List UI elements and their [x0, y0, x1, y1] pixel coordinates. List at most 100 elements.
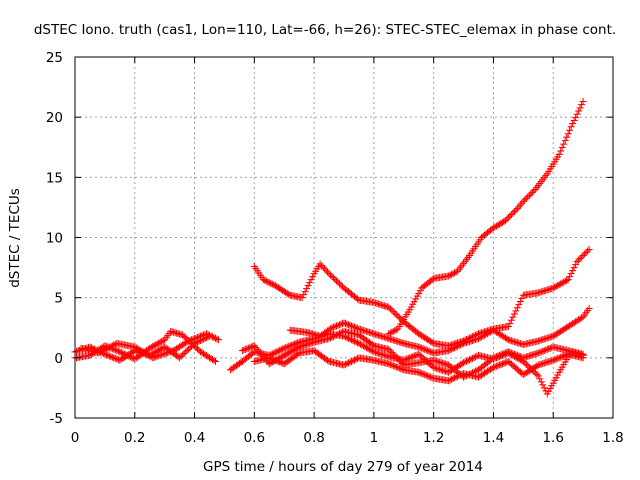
data-point-marker	[544, 346, 551, 353]
data-point-marker	[306, 279, 313, 286]
y-axis-label: dSTEC / TECUs	[7, 188, 23, 288]
data-point-marker	[539, 381, 546, 388]
chart-title: dSTEC Iono. truth (cas1, Lon=110, Lat=-6…	[34, 22, 616, 38]
data-point-marker	[242, 346, 249, 353]
data-point-marker	[309, 273, 316, 280]
x-tick-label: 1.6	[542, 430, 563, 446]
data-point-marker	[506, 320, 513, 327]
x-tick-label: 1.2	[423, 430, 444, 446]
data-point-marker	[514, 304, 521, 311]
data-point-marker	[563, 134, 570, 141]
data-point-marker	[505, 214, 512, 221]
data-point-marker	[161, 350, 168, 357]
data-point-marker	[572, 114, 579, 121]
data-point-marker	[424, 347, 431, 354]
x-tick-label: 0.4	[184, 430, 205, 446]
data-point-marker	[421, 346, 428, 353]
data-point-marker	[345, 321, 352, 328]
data-point-marker	[390, 362, 397, 369]
data-point-marker	[418, 345, 425, 352]
data-point-marker	[417, 369, 424, 376]
data-point-marker	[562, 352, 569, 359]
data-point-marker	[302, 288, 309, 295]
data-point-marker	[336, 321, 343, 328]
data-point-marker	[509, 314, 516, 321]
data-point-marker	[536, 349, 543, 356]
data-point-marker	[560, 353, 567, 360]
data-point-marker	[424, 372, 431, 379]
data-point-marker	[320, 264, 327, 271]
data-point-marker	[577, 104, 584, 111]
data-point-marker	[385, 360, 392, 367]
data-point-marker	[346, 322, 353, 329]
data-point-marker	[112, 355, 119, 362]
data-point-marker	[110, 354, 117, 361]
data-point-marker	[554, 355, 561, 362]
data-markers	[72, 98, 593, 397]
data-point-marker	[559, 144, 566, 151]
x-tick-label: 0	[71, 430, 80, 446]
data-point-marker	[523, 195, 530, 202]
data-point-marker	[527, 190, 534, 197]
data-point-marker	[505, 323, 512, 330]
x-tick-label: 1.4	[483, 430, 504, 446]
data-point-marker	[583, 249, 590, 256]
data-point-marker	[515, 301, 522, 308]
x-axis-label: GPS time / hours of day 279 of year 2014	[203, 459, 483, 475]
y-tick-label: 25	[46, 50, 63, 66]
data-point-marker	[557, 354, 564, 361]
data-point-marker	[417, 344, 424, 351]
data-point-marker	[429, 374, 436, 381]
data-point-marker	[565, 130, 572, 137]
data-point-marker	[511, 208, 518, 215]
data-point-marker	[418, 370, 425, 377]
data-point-marker	[321, 265, 328, 272]
data-point-marker	[518, 295, 525, 302]
data-point-marker	[517, 298, 524, 305]
axis-ticks: 0 0.2 0.4 0.6 0.8 1 1.2 1.4 1.6 1.8-50510152025	[46, 50, 624, 446]
data-point-marker	[243, 345, 250, 352]
data-point-marker	[323, 267, 330, 274]
data-point-marker	[574, 258, 581, 265]
data-point-marker	[409, 353, 416, 360]
data-point-marker	[571, 264, 578, 271]
data-point-marker	[508, 317, 515, 324]
data-point-marker	[391, 363, 398, 370]
data-point-marker	[299, 294, 306, 301]
data-point-marker	[257, 350, 264, 357]
data-point-marker	[511, 311, 518, 318]
data-point-marker	[499, 360, 506, 367]
y-tick-label: -5	[50, 411, 63, 427]
data-point-marker	[497, 361, 504, 368]
data-point-marker	[399, 366, 406, 373]
data-point-marker	[415, 369, 422, 376]
y-tick-label: 15	[46, 170, 63, 186]
x-tick-label: 0.8	[303, 430, 324, 446]
data-point-marker	[524, 193, 531, 200]
data-point-marker	[420, 371, 427, 378]
data-point-marker	[385, 346, 392, 353]
data-point-marker	[529, 189, 536, 196]
data-point-marker	[508, 211, 515, 218]
data-point-marker	[349, 323, 356, 330]
data-point-marker	[245, 345, 252, 352]
data-point-marker	[284, 344, 291, 351]
series-arc-rising	[385, 98, 586, 337]
data-point-marker	[541, 347, 548, 354]
data-point-marker	[387, 361, 394, 368]
data-point-marker	[342, 320, 349, 327]
data-point-marker	[491, 354, 498, 361]
data-point-marker	[415, 344, 422, 351]
data-point-marker	[577, 255, 584, 262]
x-tick-label: 1.8	[602, 430, 623, 446]
data-point-marker	[423, 372, 430, 379]
data-point-marker	[496, 362, 503, 369]
data-point-marker	[252, 344, 259, 351]
y-tick-label: 0	[54, 351, 63, 367]
data-point-marker	[520, 198, 527, 205]
data-point-marker	[341, 319, 348, 326]
data-point-marker	[166, 349, 173, 356]
data-point-marker	[580, 252, 587, 259]
data-point-marker	[557, 148, 564, 155]
data-point-marker	[568, 123, 575, 130]
